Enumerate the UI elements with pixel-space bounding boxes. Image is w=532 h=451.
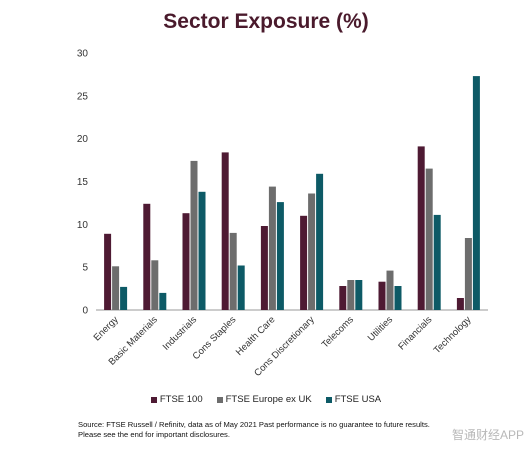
legend-item-ftse-europe-ex-uk: FTSE Europe ex UK	[216, 394, 312, 405]
bar	[260, 226, 268, 310]
x-tick-label: Industrials	[161, 314, 200, 353]
x-tick-label: Financials	[396, 314, 434, 352]
source-note: Source: FTSE Russell / Refinitv, data as…	[78, 420, 518, 440]
bar	[456, 298, 464, 310]
source-line-1: Source: FTSE Russell / Refinitv, data as…	[78, 420, 430, 429]
bar	[190, 160, 198, 310]
legend-label-ftse-100: FTSE 100	[159, 394, 203, 405]
bar	[237, 265, 245, 310]
bar	[198, 191, 206, 310]
y-tick-label: 25	[77, 91, 89, 102]
bar	[386, 270, 394, 310]
bar	[104, 233, 112, 310]
legend-swatch-ftse-europe-ex-uk	[216, 396, 223, 403]
bar	[276, 202, 284, 310]
bar	[143, 203, 151, 310]
y-tick-label: 30	[77, 49, 89, 60]
bar	[378, 281, 386, 310]
legend-item-ftse-100: FTSE 100	[150, 394, 203, 405]
x-tick-label: Technology	[432, 314, 474, 356]
y-tick-label: 0	[82, 306, 88, 317]
legend-swatch-ftse-usa	[325, 396, 332, 403]
source-line-2: Please see the end for important disclos…	[78, 430, 230, 439]
bar	[221, 152, 229, 310]
bar	[347, 280, 355, 310]
watermark: 智通财经APP	[451, 428, 524, 442]
y-tick-label: 15	[77, 177, 89, 188]
x-tick-label: Energy	[92, 314, 121, 343]
bar	[433, 214, 441, 310]
bar	[464, 238, 472, 310]
x-tick-label: Utilities	[366, 314, 396, 344]
bar	[355, 280, 363, 310]
bar	[120, 286, 128, 310]
bar	[159, 292, 167, 310]
bar	[268, 186, 276, 310]
y-tick-label: 5	[82, 263, 88, 274]
bar	[472, 76, 480, 310]
bar	[229, 232, 237, 310]
bar	[417, 146, 425, 310]
legend: FTSE 100 FTSE Europe ex UK FTSE USA	[0, 394, 532, 405]
bar	[112, 266, 120, 310]
bar	[394, 286, 402, 310]
bar	[425, 168, 433, 310]
chart-title: Sector Exposure (%)	[163, 10, 369, 33]
bar	[308, 193, 316, 310]
x-tick-label: Telecoms	[320, 314, 356, 350]
legend-label-ftse-usa: FTSE USA	[334, 394, 382, 405]
bar	[300, 215, 308, 310]
legend-swatch-ftse-100	[150, 396, 157, 403]
bar	[182, 213, 190, 310]
y-tick-label: 10	[77, 220, 89, 231]
bars	[104, 76, 480, 310]
bar	[339, 286, 347, 310]
bar	[151, 260, 159, 310]
y-axis: 0 5 10 15 20 25 30	[77, 49, 89, 317]
legend-label-ftse-europe-ex-uk: FTSE Europe ex UK	[225, 394, 312, 405]
y-tick-label: 20	[77, 134, 89, 145]
bar	[316, 173, 324, 310]
legend-item-ftse-usa: FTSE USA	[325, 394, 382, 405]
